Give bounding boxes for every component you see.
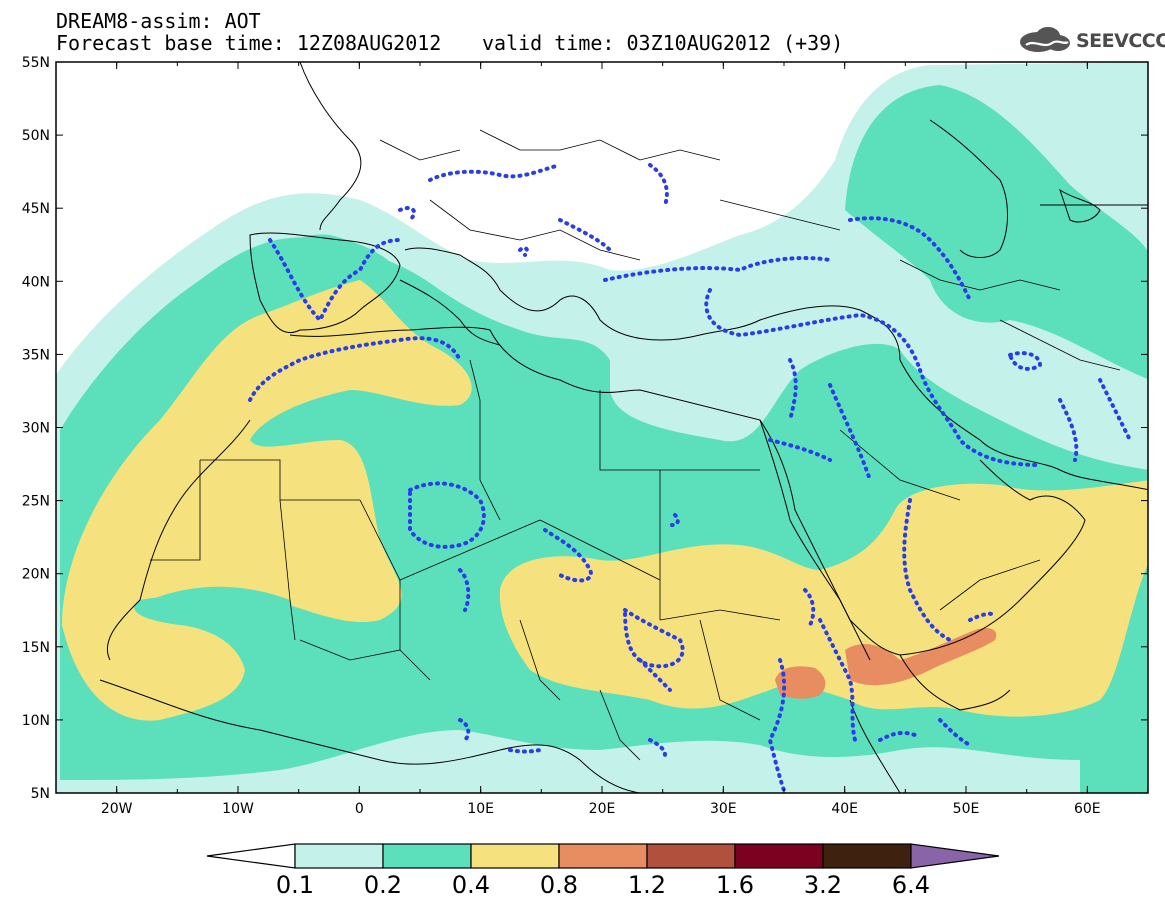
colorbar-segment bbox=[822, 843, 912, 869]
lon-label: 20W bbox=[101, 801, 133, 817]
aot-region-0-8-yemen bbox=[845, 628, 997, 686]
colorbar: 0.1 0.2 0.4 0.8 1.2 1.6 3.2 6.4 bbox=[206, 843, 1000, 899]
colorbar-label: 0.4 bbox=[452, 871, 490, 899]
colorbar-min-arrow bbox=[206, 843, 296, 869]
lat-label: 5N bbox=[31, 786, 50, 802]
map-title: DREAM8-assim: AOT bbox=[56, 9, 261, 33]
lat-label: 30N bbox=[22, 421, 50, 437]
coastlines bbox=[99, 62, 1148, 793]
colorbar-label: 1.2 bbox=[628, 871, 666, 899]
aot-region-0-2-north bbox=[845, 85, 1148, 380]
colorbar-label: 3.2 bbox=[804, 871, 842, 899]
country-borders bbox=[150, 129, 1121, 761]
valid-time: valid time: 03Z10AUG2012 (+39) bbox=[482, 31, 844, 55]
colorbar-segment bbox=[734, 843, 824, 869]
colorbar-segment bbox=[382, 843, 472, 869]
lat-label: 40N bbox=[22, 274, 50, 290]
lon-label: 40E bbox=[831, 801, 858, 817]
colorbar-segment bbox=[470, 843, 560, 869]
lat-label: 20N bbox=[22, 567, 50, 583]
colorbar-segment bbox=[646, 843, 736, 869]
lat-label: 45N bbox=[22, 201, 50, 217]
lon-label: 20E bbox=[589, 801, 616, 817]
lon-label: 30E bbox=[710, 801, 737, 817]
lon-label: 10W bbox=[222, 801, 254, 817]
lat-label: 50N bbox=[22, 128, 50, 144]
lon-label: 0 bbox=[355, 801, 364, 817]
lon-label: 60E bbox=[1074, 801, 1101, 817]
colorbar-segment bbox=[558, 843, 648, 869]
aot-region-0-4-nw-africa bbox=[62, 280, 472, 721]
cloud-logo-icon bbox=[1020, 27, 1070, 52]
colorbar-max-arrow bbox=[910, 843, 1000, 869]
aot-region-0-4-sahel bbox=[499, 480, 1148, 717]
forecast-base-time: Forecast base time: 12Z08AUG2012 bbox=[56, 31, 442, 55]
colorbar-label: 0.8 bbox=[540, 871, 578, 899]
colorbar-label: 0.1 bbox=[276, 871, 314, 899]
colorbar-label: 0.2 bbox=[364, 871, 402, 899]
dotted-contours bbox=[248, 163, 1132, 793]
colorbar-label: 1.6 bbox=[716, 871, 754, 899]
seevccc-logo: SEEVCCC bbox=[1018, 26, 1165, 56]
lon-label: 10E bbox=[467, 801, 494, 817]
colorbar-segment bbox=[294, 843, 384, 869]
axis-ticks: 55N 50N 45N 40N 35N 30N 25N 20N 15N 10N 5N 20W 10W 0 1… bbox=[22, 55, 1149, 817]
lon-label: 50E bbox=[953, 801, 980, 817]
lat-label: 55N bbox=[22, 55, 50, 71]
logo-text: SEEVCCC bbox=[1076, 30, 1165, 52]
lat-label: 35N bbox=[22, 347, 50, 363]
colorbar-label: 6.4 bbox=[892, 871, 930, 899]
lat-label: 15N bbox=[22, 640, 50, 656]
aot-region-0-8-ethiopia bbox=[775, 666, 826, 699]
lat-label: 10N bbox=[22, 713, 50, 729]
aot-region-0-2-sahara-gap bbox=[150, 586, 292, 630]
lat-label: 25N bbox=[22, 494, 50, 510]
